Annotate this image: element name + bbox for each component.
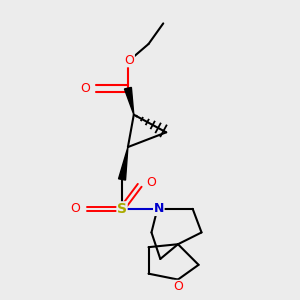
Text: S: S [117,202,127,216]
Polygon shape [124,87,134,115]
Text: O: O [173,280,183,293]
Text: O: O [70,202,80,215]
Text: O: O [80,82,90,95]
Text: O: O [146,176,156,189]
Text: O: O [124,54,134,67]
Polygon shape [118,147,128,180]
Text: N: N [154,202,164,215]
